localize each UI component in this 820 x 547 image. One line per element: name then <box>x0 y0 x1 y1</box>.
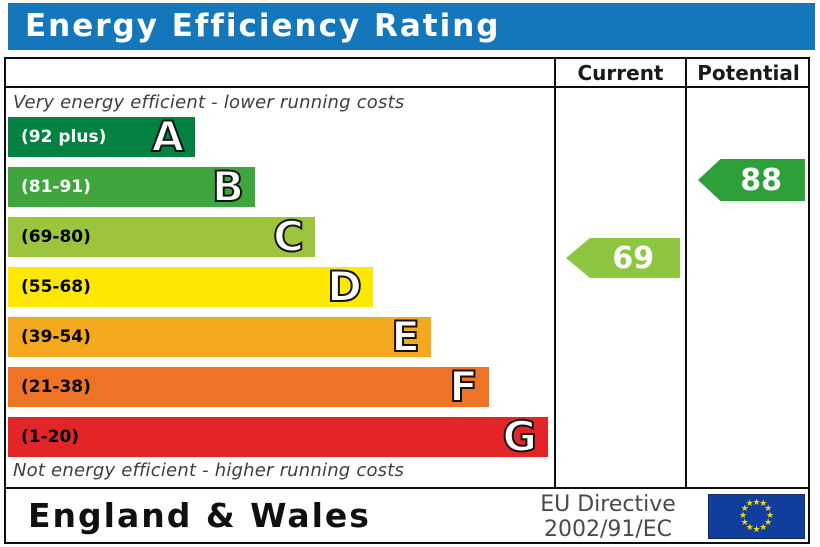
eu-flag-star: ★ <box>738 511 748 521</box>
eu-flag-star: ★ <box>745 522 754 533</box>
eu-flag-star: ★ <box>765 511 775 521</box>
potential-rating-value: 88 <box>740 162 782 198</box>
band-range-D: (55-68) <box>21 277 91 297</box>
band-letter-A: A <box>150 112 184 161</box>
band-row-C: (69-80) C <box>8 212 315 261</box>
column-header-potential: Potential <box>697 61 800 85</box>
directive-line2: 2002/91/EC <box>543 517 673 542</box>
eu-flag-icon: ★ ★ ★ ★ ★ ★ ★ ★ ★ ★ ★ ★ <box>708 494 805 539</box>
band-range-G: (1-20) <box>21 427 80 447</box>
eu-flag-star: ★ <box>752 497 761 508</box>
band-range-A: (92 plus) <box>21 127 107 147</box>
eu-flag-star: ★ <box>764 504 773 515</box>
band-row-G: (1-20) G <box>8 412 548 461</box>
chart-frame <box>4 57 810 544</box>
band-range-B: (81-91) <box>21 177 91 197</box>
band-range-C: (69-80) <box>21 227 91 247</box>
column-divider-potential <box>685 59 687 487</box>
eu-flag-star: ★ <box>745 499 754 510</box>
band-letter-D: D <box>326 262 363 311</box>
current-rating-arrow: 69 <box>566 238 680 278</box>
page-title: Energy Efficiency Rating <box>25 8 501 44</box>
current-rating-value: 69 <box>612 240 655 276</box>
title-bar: Energy Efficiency Rating <box>8 3 815 50</box>
eu-flag-star: ★ <box>759 499 768 510</box>
eu-flag-star: ★ <box>752 524 761 535</box>
eu-flag-star: ★ <box>759 522 768 533</box>
band-letter-C: C <box>272 212 305 261</box>
potential-rating-arrow: 88 <box>698 159 805 201</box>
column-header-current: Current <box>577 61 664 85</box>
band-row-D: (55-68) D <box>8 262 373 311</box>
band-letter-E: E <box>390 312 421 361</box>
footer-row-divider <box>6 487 810 489</box>
rating-bands-container: (92 plus) A (81-91) B (69-80) C (55-68) D (39-54… <box>8 112 554 462</box>
band-range-E: (39-54) <box>21 327 91 347</box>
column-divider-current <box>554 59 556 487</box>
band-letter-G: G <box>502 412 539 461</box>
band-row-B: (81-91) B <box>8 162 255 211</box>
band-row-E: (39-54) E <box>8 312 431 361</box>
directive-line1: EU Directive <box>540 492 676 517</box>
band-row-F: (21-38) F <box>8 362 489 411</box>
eu-flag-star: ★ <box>740 517 749 528</box>
band-row-A: (92 plus) A <box>8 112 195 161</box>
note-very-efficient: Very energy efficient - lower running co… <box>13 92 405 113</box>
footer-region-label: England & Wales <box>28 496 371 535</box>
note-not-efficient: Not energy efficient - higher running co… <box>13 460 405 481</box>
band-letter-F: F <box>448 362 479 411</box>
eu-flag-star: ★ <box>764 517 773 528</box>
band-range-F: (21-38) <box>21 377 91 397</box>
band-letter-B: B <box>211 162 245 211</box>
footer-directive: EU Directive 2002/91/EC <box>524 492 692 542</box>
header-row-divider <box>6 86 810 88</box>
eu-flag-star: ★ <box>740 504 749 515</box>
